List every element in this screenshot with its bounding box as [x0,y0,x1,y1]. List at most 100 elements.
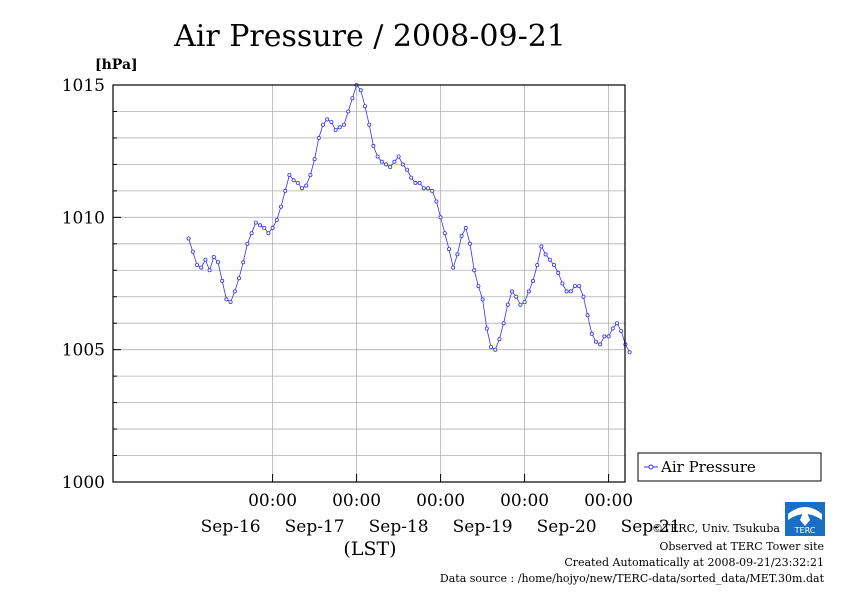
data-point [325,117,330,122]
data-point [514,294,519,299]
x-tick-time-label: 00:00 [332,491,381,511]
x-tick-time-label: 00:00 [584,491,633,511]
data-point [505,302,510,307]
data-point [430,188,435,193]
data-point [245,241,250,246]
data-point [375,154,380,159]
x-tick-time-label: 00:00 [500,491,549,511]
data-point [451,265,456,270]
data-point [383,162,388,167]
data-point [211,254,216,259]
data-point [476,284,481,289]
data-point [236,276,241,281]
data-point [388,164,393,169]
data-point [371,143,376,148]
data-point [194,262,199,267]
data-point [602,334,607,339]
data-point [509,289,514,294]
data-point [497,337,502,342]
data-point [585,313,590,318]
data-point [472,268,477,273]
data-point [589,331,594,336]
grid [113,85,625,482]
data-point [581,294,586,299]
credit-line-3: Created Automatically at 2008-09-21/23:3… [564,556,824,569]
credits: ©TERC, Univ. Tsukuba Observed at TERC To… [440,522,825,585]
data-point [488,344,493,349]
data-point [337,125,342,130]
data-point [249,231,254,236]
data-point [404,167,409,172]
data-point [274,217,279,222]
data-point [619,329,624,334]
data-point [552,262,557,267]
legend-label: Air Pressure [660,458,756,476]
data-point [283,188,288,193]
x-axis-ticks: 00:00 Sep-16 00:00 Sep-17 00:00 Sep-18 00:00 Se… [201,474,681,537]
data-point [308,172,313,177]
data-point [379,159,384,164]
data-point [564,289,569,294]
data-point [627,350,632,355]
data-point [241,260,246,265]
data-point [396,154,401,159]
data-point [266,231,271,236]
data-point [367,122,372,127]
data-point [312,157,317,162]
data-point [400,162,405,167]
y-axis-ticks: 1000 1005 1010 1015 [62,76,121,493]
data-point [341,122,346,127]
data-point [262,225,267,230]
data-point [253,220,258,225]
data-point [467,241,472,246]
data-point [333,127,338,132]
logo-text: TERC [794,526,816,535]
x-tick-day-label: Sep-20 [537,517,597,537]
y-tick-label: 1000 [62,473,105,493]
data-point [594,339,599,344]
data-point [615,321,620,326]
x-tick-day-label: Sep-18 [369,517,429,537]
data-point [535,262,540,267]
y-axis-unit: [hPa] [95,57,138,73]
data-point [346,109,351,114]
data-point [573,284,578,289]
data-point [224,297,229,302]
data-point [220,278,225,283]
data-point [329,120,334,125]
data-point [409,175,414,180]
data-point [190,249,195,254]
data-point [316,135,321,140]
data-point [455,252,460,257]
data-point [518,302,523,307]
data-point [417,180,422,185]
data-point [186,236,191,241]
data-point [463,225,468,230]
data-point [577,284,582,289]
data-point [459,233,464,238]
x-axis-label: (LST) [343,538,396,560]
data-point [526,289,531,294]
x-tick-day-label: Sep-19 [453,517,513,537]
data-point [543,252,548,257]
data-point [434,199,439,204]
data-point [270,225,275,230]
credit-line-2: Observed at TERC Tower site [659,540,824,553]
data-point [568,289,573,294]
data-point [413,180,418,185]
data-point [207,268,212,273]
data-point [501,321,506,326]
x-tick-day-label: Sep-17 [285,517,345,537]
plot-frame [112,84,626,483]
data-point [539,244,544,249]
series-air-pressure [186,83,632,355]
credit-line-1: ©TERC, Univ. Tsukuba [652,522,780,535]
data-point [362,104,367,109]
x-tick-day-label: Sep-16 [201,517,261,537]
data-point [531,278,536,283]
data-point [320,122,325,127]
terc-logo: TERC [785,502,825,536]
data-point [199,265,204,270]
data-point [203,257,208,262]
